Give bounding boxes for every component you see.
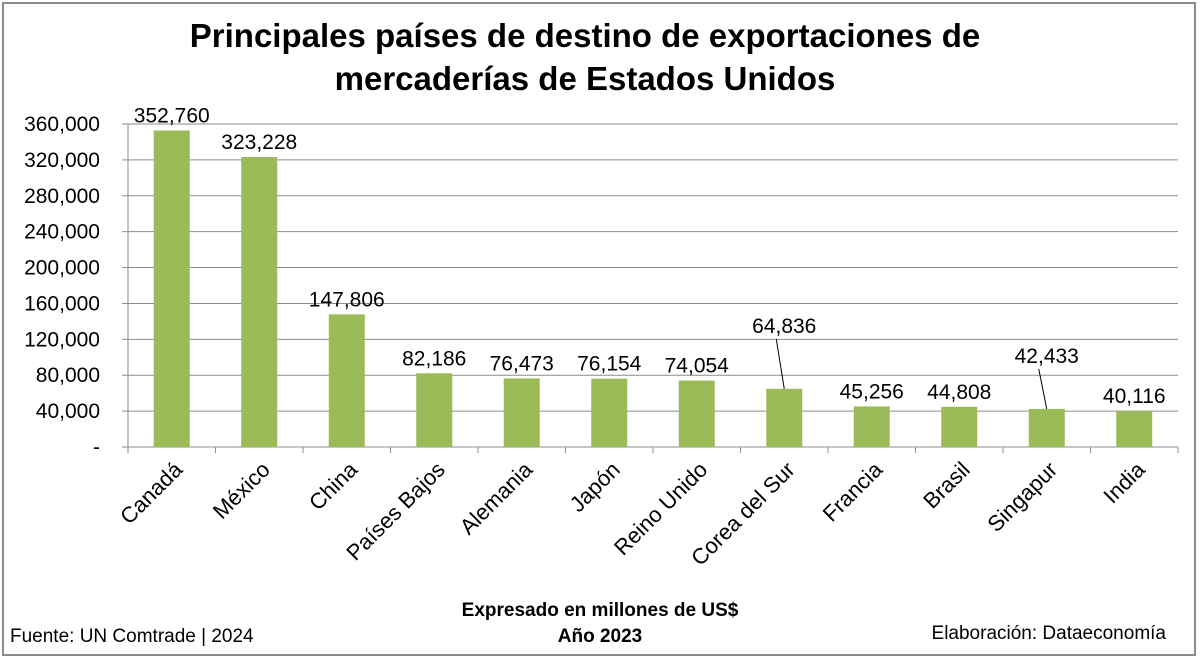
bar [153, 130, 190, 447]
bar [416, 373, 453, 447]
bar [1116, 411, 1153, 447]
chart-title: Principales países de destino de exporta… [0, 14, 1170, 100]
y-tick-label: 280,000 [24, 185, 100, 208]
y-tick-label: 200,000 [24, 257, 100, 280]
label-leader-line [775, 338, 785, 389]
source-note: Fuente: UN Comtrade | 2024 [10, 626, 254, 647]
data-label: 64,836 [752, 315, 816, 338]
data-label: 40,116 [1103, 385, 1166, 408]
credit-note: Elaboración: Dataeconomía [931, 623, 1166, 644]
data-label: 82,186 [402, 347, 466, 370]
x-tick-label: Canadá [115, 456, 188, 529]
x-tick-label: México [208, 457, 275, 524]
data-label: 74,054 [665, 355, 730, 378]
bar [766, 388, 803, 447]
y-tick-label: 160,000 [24, 292, 100, 315]
chart-title-line-1: Principales países de destino de exporta… [189, 17, 981, 54]
data-label: 352,760 [134, 104, 210, 127]
bar [503, 378, 540, 447]
x-tick-label: Francia [818, 456, 888, 526]
data-label: 42,433 [1015, 345, 1079, 368]
bar [941, 406, 978, 447]
y-tick-label: 320,000 [24, 149, 100, 172]
data-label: 76,473 [490, 352, 554, 375]
y-tick-label: 240,000 [24, 221, 100, 244]
x-tick-label: Brasil [918, 457, 975, 514]
y-tick-label: 360,000 [24, 113, 100, 136]
data-label: 45,256 [840, 380, 904, 403]
year-note: Año 2023 [557, 626, 643, 647]
x-tick-label: China [304, 456, 363, 515]
bar [853, 406, 890, 447]
x-tick-label: India [1098, 456, 1150, 508]
bar [678, 380, 715, 447]
bar [328, 314, 365, 447]
bar [241, 156, 278, 447]
y-tick-label: - [93, 436, 100, 459]
unit-note: Expresado en millones de US$ [461, 600, 739, 621]
bar [1028, 408, 1065, 447]
x-tick-label: Singapur [982, 457, 1062, 537]
data-label: 147,806 [309, 288, 385, 311]
x-tick-label: Alemania [455, 456, 538, 539]
bar [591, 378, 628, 447]
data-label: 44,808 [927, 381, 991, 404]
data-label: 323,228 [221, 131, 297, 154]
data-label: 76,154 [577, 353, 642, 376]
label-leader-line [1038, 368, 1048, 410]
x-tick-label: Japón [565, 457, 625, 517]
y-tick-label: 80,000 [36, 364, 100, 387]
chart-title-line-2: mercaderías de Estados Unidos [334, 60, 836, 97]
y-tick-label: 120,000 [24, 328, 100, 351]
y-tick-label: 40,000 [36, 400, 100, 423]
